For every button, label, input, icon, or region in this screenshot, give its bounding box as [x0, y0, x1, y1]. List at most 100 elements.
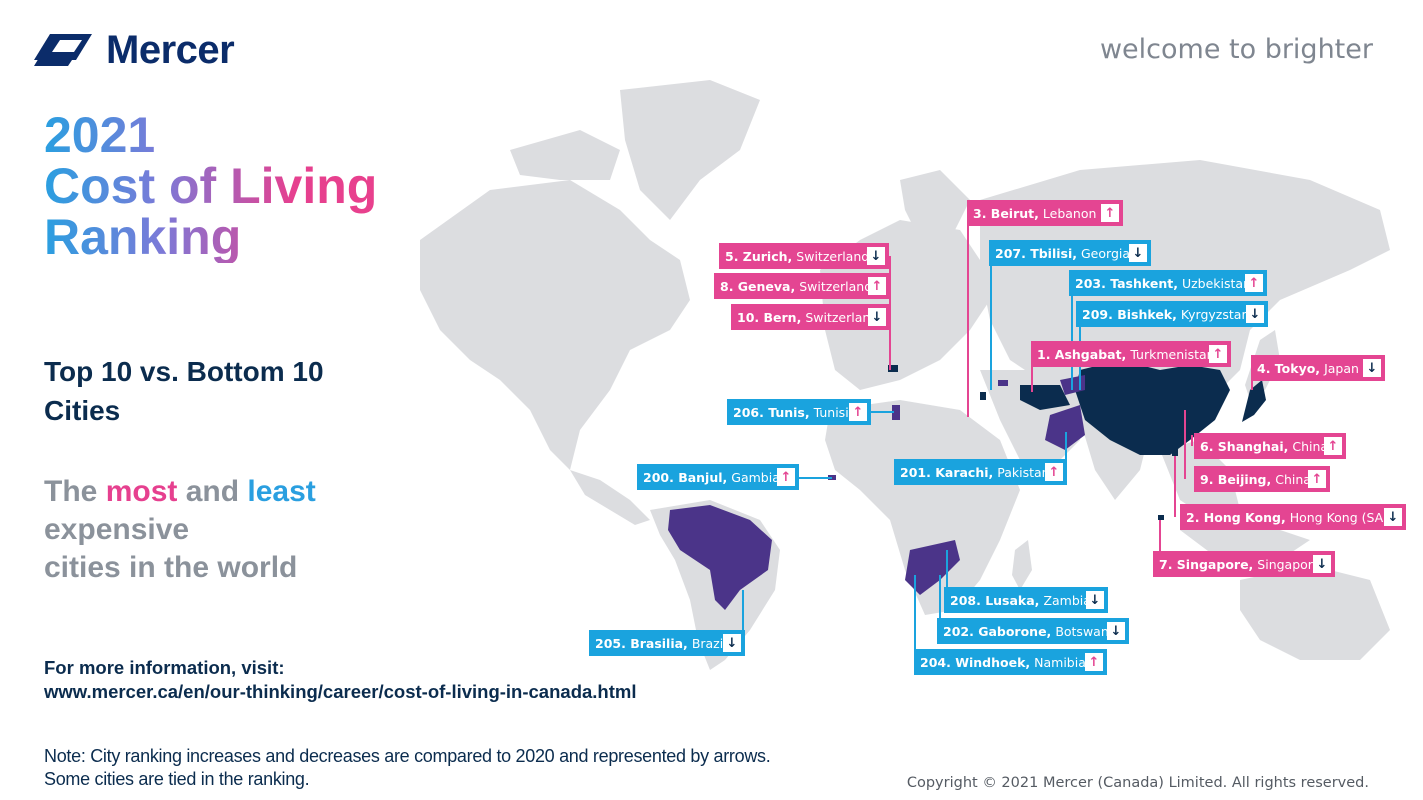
page-title: 2021 Cost of Living Ranking	[44, 110, 377, 263]
arrow-up-icon: ↑	[849, 403, 867, 421]
description-least: least	[247, 475, 316, 508]
city-country: Turkmenistan	[1130, 346, 1215, 362]
more-info-url[interactable]: www.mercer.ca/en/our-thinking/career/cos…	[44, 681, 637, 702]
mercer-logo-mark-icon	[34, 34, 92, 66]
city-label-lusaka: 208. Lusaka, Zambia ↓	[944, 587, 1108, 613]
scandinavia-shape	[900, 170, 970, 240]
city-country: Gambia	[731, 469, 780, 485]
city-rank-and-name: 202. Gaborone,	[943, 623, 1052, 639]
arrow-up-icon: ↑	[1045, 463, 1063, 481]
city-country: Lebanon	[1042, 205, 1097, 221]
tunisia-highlight	[892, 405, 900, 420]
description-line-1: The most and least	[44, 473, 316, 511]
brazil-highlight	[668, 505, 772, 610]
city-label-windhoek: 204. Windhoek, Namibia ↑	[914, 649, 1107, 675]
city-label-geneva: 8. Geneva, Switzerland ↑	[714, 273, 890, 299]
china-highlight	[1075, 360, 1230, 455]
canada-arctic-shape	[510, 130, 620, 180]
arrow-up-icon: ↑	[1085, 653, 1103, 671]
subtitle-line-2: Cities	[44, 395, 121, 426]
title-line-3: Ranking	[44, 209, 242, 265]
city-label-singapore: 7. Singapore, Singapore ↓	[1153, 551, 1335, 577]
city-label-hong-kong: 2. Hong Kong, Hong Kong (SAR) ↓	[1180, 504, 1406, 530]
city-country: Namibia	[1034, 654, 1086, 670]
georgia-highlight	[998, 380, 1008, 386]
footnote: Note: City ranking increases and decreas…	[44, 745, 771, 791]
africa-shape	[825, 400, 1020, 615]
city-rank-and-name: 203. Tashkent,	[1075, 275, 1178, 291]
city-label-bishkek: 209. Bishkek, Kyrgyzstan ↓	[1076, 301, 1268, 327]
city-rank-and-name: 201. Karachi,	[900, 464, 994, 480]
arrow-down-icon: ↓	[1086, 591, 1104, 609]
city-rank-and-name: 3. Beirut,	[973, 205, 1039, 221]
city-rank-and-name: 5. Zurich,	[725, 248, 793, 264]
city-label-shanghai: 6. Shanghai, China ↑	[1194, 433, 1346, 459]
arrow-up-icon: ↑	[1101, 204, 1119, 222]
australia-shape	[1240, 565, 1390, 660]
arrow-down-icon: ↓	[1246, 305, 1264, 323]
copyright: Copyright © 2021 Mercer (Canada) Limited…	[906, 775, 1369, 791]
city-country: Pakistan	[997, 464, 1050, 480]
arrow-up-icon: ↑	[1324, 437, 1342, 455]
arrow-down-icon: ↓	[1107, 622, 1125, 640]
city-label-karachi: 201. Karachi, Pakistan ↑	[894, 459, 1067, 485]
arrow-down-icon: ↓	[867, 247, 885, 265]
title-line-2: Cost of Living	[44, 158, 378, 214]
city-rank-and-name: 1. Ashgabat,	[1037, 346, 1127, 362]
indonesia-shape	[1180, 520, 1310, 560]
city-rank-and-name: 206. Tunis,	[733, 404, 810, 420]
city-label-tashkent: 203. Tashkent, Uzbekistan ↑	[1069, 270, 1267, 296]
city-country: Uzbekistan	[1181, 275, 1252, 291]
city-rank-and-name: 208. Lusaka,	[950, 592, 1040, 608]
city-label-banjul: 200. Banjul, Gambia ↑	[637, 464, 799, 490]
city-country: Tunisia	[813, 404, 857, 420]
city-country: Zambia	[1043, 592, 1091, 608]
city-rank-and-name: 10. Bern,	[737, 309, 802, 325]
title-year: 2021	[44, 107, 156, 163]
continents	[420, 80, 1390, 670]
description-and: and	[185, 475, 240, 508]
city-rank-and-name: 4. Tokyo,	[1257, 360, 1321, 376]
arrow-down-icon: ↓	[868, 308, 886, 326]
city-country: Hong Kong (SAR)	[1289, 509, 1397, 525]
city-rank-and-name: 7. Singapore,	[1159, 556, 1254, 572]
city-country: Botswana	[1055, 623, 1117, 639]
greenland-shape	[620, 80, 760, 220]
arrow-up-icon: ↑	[777, 468, 795, 486]
city-country: Singapore	[1257, 556, 1321, 572]
city-label-bern: 10. Bern, Switzerland ↓	[731, 304, 890, 330]
more-info-label: For more information, visit:	[44, 657, 285, 678]
city-label-tunis: 206. Tunis, Tunisia ↑	[727, 399, 871, 425]
city-country: Switzerland	[805, 309, 879, 325]
city-country: Brazil	[691, 635, 727, 651]
city-rank-and-name: 205. Brasilia,	[595, 635, 688, 651]
japan-highlight	[1242, 380, 1266, 422]
city-country: Switzerland	[799, 278, 873, 294]
city-label-gaborone: 202. Gaborone, Botswana ↓	[937, 618, 1129, 644]
brand-name: Mercer	[106, 27, 235, 72]
city-rank-and-name: 207. Tbilisi,	[995, 245, 1077, 261]
description-line-3: cities in the world	[44, 551, 298, 584]
subtitle-line-1: Top 10 vs. Bottom 10	[44, 356, 324, 387]
city-label-ashgabat: 1. Ashgabat, Turkmenistan ↑	[1031, 341, 1231, 367]
pakistan-highlight	[1045, 405, 1085, 450]
city-rank-and-name: 9. Beijing,	[1200, 471, 1272, 487]
city-label-tbilisi: 207. Tbilisi, Georgia ↓	[989, 240, 1151, 266]
north-america-shape	[420, 180, 690, 470]
mercer-logo[interactable]: Mercer	[32, 27, 235, 72]
city-rank-and-name: 6. Shanghai,	[1200, 438, 1289, 454]
city-country: Georgia	[1081, 245, 1131, 261]
city-label-beirut: 3. Beirut, Lebanon ↑	[967, 200, 1123, 226]
footnote-line-1: Note: City ranking increases and decreas…	[44, 746, 771, 766]
arrow-down-icon: ↓	[1384, 508, 1402, 526]
arrow-down-icon: ↓	[1313, 555, 1331, 573]
city-country: Kyrgyzstan	[1180, 306, 1250, 322]
city-rank-and-name: 200. Banjul,	[643, 469, 728, 485]
description-most: most	[105, 475, 178, 508]
city-country: Switzerland	[796, 248, 870, 264]
city-label-beijing: 9. Beijing, China ↑	[1194, 466, 1330, 492]
arrow-up-icon: ↑	[868, 277, 886, 295]
city-country: China	[1292, 438, 1329, 454]
arrow-up-icon: ↑	[1245, 274, 1263, 292]
